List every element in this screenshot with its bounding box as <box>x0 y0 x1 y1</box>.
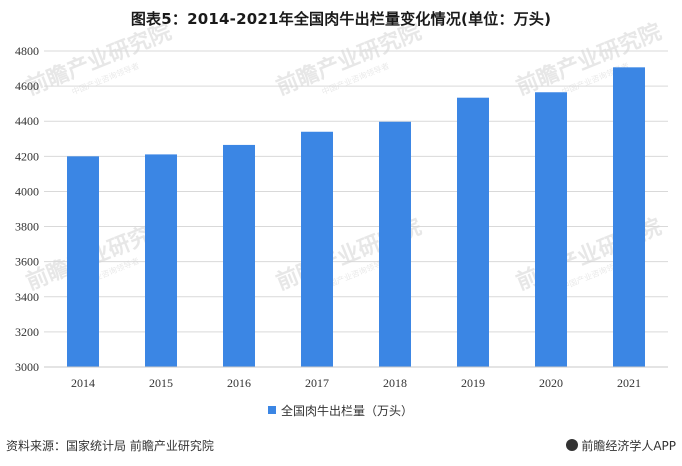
brand-logo-icon <box>566 439 579 451</box>
footer: 资料来源：国家统计局 前瞻产业研究院 前瞻经济学人APP <box>6 437 676 459</box>
bar <box>223 144 255 367</box>
brand-label: 前瞻经济学人APP <box>566 437 676 454</box>
y-tick-label: 3400 <box>15 290 39 304</box>
bar <box>145 154 177 367</box>
bar <box>613 67 645 368</box>
x-tick-label: 2021 <box>617 376 641 390</box>
y-tick-label: 4200 <box>15 149 39 163</box>
y-tick-label: 3000 <box>15 360 39 374</box>
watermark-text: 前瞻产业研究院 <box>273 19 426 101</box>
watermark-text: 前瞻产业研究院 <box>23 19 176 101</box>
bar <box>457 97 489 367</box>
y-tick-label: 4000 <box>15 184 39 198</box>
x-tick-label: 2016 <box>227 376 251 390</box>
y-tick-label: 4800 <box>15 44 39 58</box>
x-tick-label: 2015 <box>149 376 173 390</box>
x-tick-label: 2018 <box>383 376 407 390</box>
legend-label: 全国肉牛出栏量（万头） <box>281 403 413 418</box>
bar <box>301 131 333 367</box>
y-tick-label: 3200 <box>15 325 39 339</box>
y-tick-label: 3800 <box>15 220 39 234</box>
source-note: 资料来源：国家统计局 前瞻产业研究院 <box>6 439 214 453</box>
x-tick-label: 2020 <box>539 376 563 390</box>
bar <box>67 156 99 367</box>
x-tick-label: 2014 <box>71 376 95 390</box>
brand-text: 前瞻经济学人APP <box>581 439 676 453</box>
bar <box>535 92 567 367</box>
y-tick-label: 4400 <box>15 114 39 128</box>
legend-swatch <box>267 406 276 414</box>
chart-title: 图表5：2014-2021年全国肉牛出栏量变化情况(单位：万头) <box>130 10 552 28</box>
bar <box>379 121 411 367</box>
y-tick-label: 3600 <box>15 255 39 269</box>
x-tick-label: 2019 <box>461 376 485 390</box>
x-tick-label: 2017 <box>305 376 329 390</box>
y-tick-label: 4600 <box>15 79 39 93</box>
